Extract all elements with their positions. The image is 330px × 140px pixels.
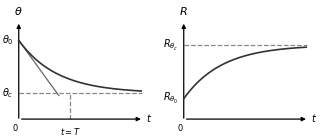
Text: $R_{\theta_c}$: $R_{\theta_c}$ [163, 38, 179, 52]
Text: $t$: $t$ [311, 112, 317, 124]
Text: $t=T$: $t=T$ [60, 126, 81, 136]
Text: 0: 0 [12, 124, 17, 133]
Text: 0: 0 [177, 124, 182, 133]
Text: $\theta$: $\theta$ [15, 5, 23, 17]
Text: $\theta_0$: $\theta_0$ [2, 33, 14, 47]
Text: $t$: $t$ [146, 112, 152, 124]
Text: $R$: $R$ [180, 5, 188, 17]
Text: $\theta_c$: $\theta_c$ [2, 86, 14, 100]
Text: $R_{\theta_0}$: $R_{\theta_0}$ [163, 91, 179, 106]
